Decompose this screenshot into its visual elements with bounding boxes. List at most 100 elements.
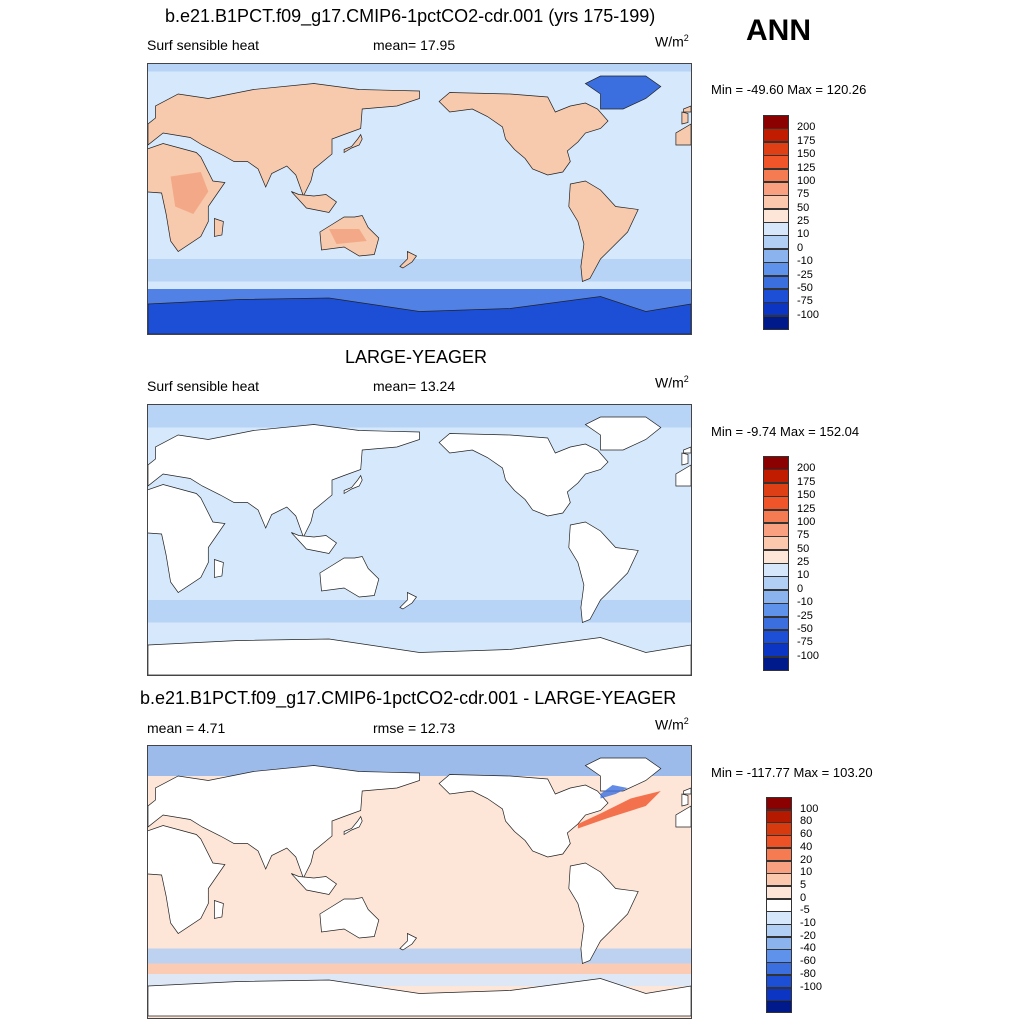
colorbar-tick-label: 60 — [800, 828, 813, 841]
colorbar-tick-label: 175 — [797, 134, 816, 147]
colorbar-swatch — [766, 974, 792, 989]
colorbar-swatch — [763, 616, 789, 631]
colorbar-swatch — [763, 522, 789, 537]
panel1-map — [147, 63, 692, 335]
colorbar-swatch — [766, 924, 792, 938]
africa-hot — [170, 172, 209, 214]
scandinavia-edge — [683, 446, 691, 454]
colorbar-tick-label: -80 — [800, 967, 816, 980]
colorbar-swatch — [766, 936, 792, 950]
colorbar-swatch — [766, 822, 792, 836]
panel2-map — [147, 404, 692, 676]
colorbar-swatch — [766, 987, 792, 1001]
map-canvas — [148, 405, 691, 675]
colorbar-tick-label: 150 — [797, 489, 816, 502]
australia-land — [319, 897, 380, 939]
colorbar-swatch — [766, 962, 792, 976]
eurasia-land — [148, 765, 420, 879]
colorbar-swatch — [763, 496, 789, 510]
uk-land — [681, 111, 689, 125]
madagascar-land — [214, 900, 224, 919]
colorbar-tick-label: -75 — [797, 636, 813, 649]
colorbar-swatch — [763, 235, 789, 250]
colorbar-tick-label: -20 — [800, 929, 816, 942]
europe-west-land — [675, 805, 691, 828]
colorbar-tick-label: -10 — [797, 255, 813, 268]
colorbar-swatch — [763, 456, 789, 470]
season-label: ANN — [746, 14, 811, 47]
colorbar-swatch — [763, 629, 789, 644]
colorbar-tick-label: 25 — [797, 215, 810, 227]
field-band-2 — [148, 405, 691, 428]
north-america-land — [438, 433, 609, 517]
colorbar-swatch — [763, 128, 789, 143]
colorbar-tick-label: 50 — [797, 201, 810, 214]
indonesia-land — [291, 191, 337, 213]
panel2-title: LARGE-YEAGER — [345, 347, 488, 367]
colorbar-swatch — [766, 885, 792, 900]
indonesia-land — [291, 532, 337, 554]
panel3-minmax: Min = -117.77 Max = 103.20 — [711, 765, 873, 780]
eurasia-land — [148, 424, 420, 538]
colorbar-tick-label: 125 — [797, 161, 816, 174]
colorbar-tick-label: -10 — [797, 596, 813, 609]
panel2-unit: W/m2 — [655, 374, 689, 391]
panel1-title: b.e21.B1PCT.f09_g17.CMIP6-1pctCO2-cdr.00… — [165, 6, 656, 26]
colorbar-swatch — [763, 302, 789, 317]
greenland-land — [584, 75, 662, 110]
colorbar-swatch — [763, 248, 789, 263]
colorbar-swatch — [766, 898, 792, 912]
panel3-title: b.e21.B1PCT.f09_g17.CMIP6-1pctCO2-cdr.00… — [140, 688, 677, 708]
colorbar-swatch — [763, 589, 789, 604]
colorbar-swatch — [763, 155, 789, 169]
antarctica-land — [148, 978, 691, 1017]
colorbar-swatch — [763, 509, 789, 524]
field-band-1 — [148, 948, 691, 964]
colorbar-tick-label: 20 — [800, 853, 813, 866]
colorbar-tick-label: 200 — [797, 121, 816, 134]
colorbar-tick-label: 50 — [797, 542, 810, 555]
japan-land — [343, 474, 363, 495]
colorbar-tick-label: -60 — [800, 955, 816, 968]
colorbar-swatch — [766, 809, 792, 823]
australia-hot — [329, 229, 367, 244]
colorbar-swatch — [766, 835, 792, 849]
gulfstream-warm — [577, 791, 661, 829]
field-band-0 — [148, 600, 691, 623]
colorbar-swatch — [763, 288, 789, 303]
colorbar-tick-label: 0 — [800, 891, 807, 904]
japan-land — [343, 133, 363, 154]
colorbar-swatch — [766, 797, 792, 811]
panel1-mean-label: mean= 17.95 — [373, 37, 456, 53]
colorbar-tick-label: -100 — [797, 649, 820, 662]
colorbar-swatch — [763, 195, 789, 210]
colorbar-tick-label: 0 — [797, 241, 804, 254]
colorbar-swatch — [763, 315, 789, 330]
colorbar-tick-label: 100 — [797, 174, 816, 187]
labrador-cold — [600, 785, 628, 799]
colorbar-tick-label: -50 — [797, 622, 813, 635]
colorbar-tick-label: 100 — [800, 802, 819, 815]
colorbar-tick-label: -10 — [800, 917, 816, 930]
colorbar-swatch — [766, 949, 792, 963]
eurasia-land — [148, 83, 420, 197]
colorbar-tick-label: 5 — [800, 878, 807, 891]
panel3-unit: W/m2 — [655, 716, 689, 733]
australia-land — [319, 556, 380, 598]
colorbar-swatch — [763, 262, 789, 276]
japan-land — [343, 815, 363, 836]
colorbar-tick-label: 80 — [800, 815, 813, 828]
panel1-minmax: Min = -49.60 Max = 120.26 — [711, 82, 867, 97]
uk-land — [681, 793, 689, 807]
south-america-land — [568, 521, 639, 623]
field-band-2 — [148, 963, 691, 974]
colorbar-swatch — [766, 1000, 792, 1014]
panel3-rmse-label: rmse = 12.73 — [373, 720, 456, 736]
colorbar-tick-label: 150 — [797, 148, 816, 161]
colorbar-swatch — [763, 222, 789, 236]
colorbar-tick-label: 125 — [797, 502, 816, 515]
panel1-variable-label: Surf sensible heat — [147, 37, 260, 53]
colorbar-swatch — [763, 141, 789, 156]
colorbar-tick-label: -100 — [800, 980, 823, 993]
africa-land — [148, 484, 226, 593]
